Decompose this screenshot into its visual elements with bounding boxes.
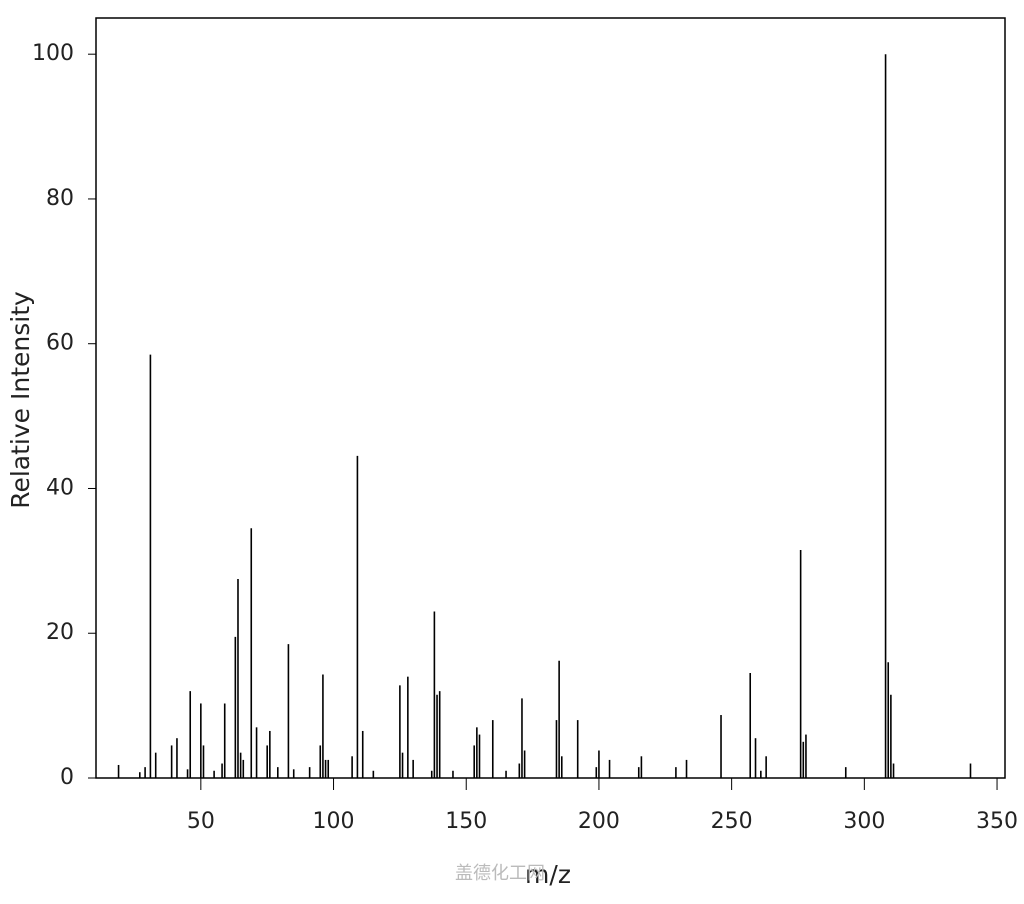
y-tick-label: 0 xyxy=(60,765,74,790)
x-tick-label: 250 xyxy=(711,809,753,834)
x-tick-label: 300 xyxy=(843,809,885,834)
y-tick-label: 40 xyxy=(46,475,74,500)
y-axis-label: Relative Intensity xyxy=(6,291,35,509)
x-tick-label: 100 xyxy=(313,809,355,834)
x-tick-label: 50 xyxy=(187,809,215,834)
x-tick-label: 150 xyxy=(445,809,487,834)
x-tick-label: 200 xyxy=(578,809,620,834)
y-tick-label: 80 xyxy=(46,186,74,211)
y-tick-label: 100 xyxy=(32,41,74,66)
x-tick-label: 350 xyxy=(976,809,1018,834)
y-tick-label: 20 xyxy=(46,620,74,645)
x-axis-label: m/z xyxy=(525,860,571,889)
y-tick-label: 60 xyxy=(46,331,74,356)
watermark: 盖德化工网 xyxy=(455,863,545,884)
plot-frame xyxy=(95,17,1006,779)
